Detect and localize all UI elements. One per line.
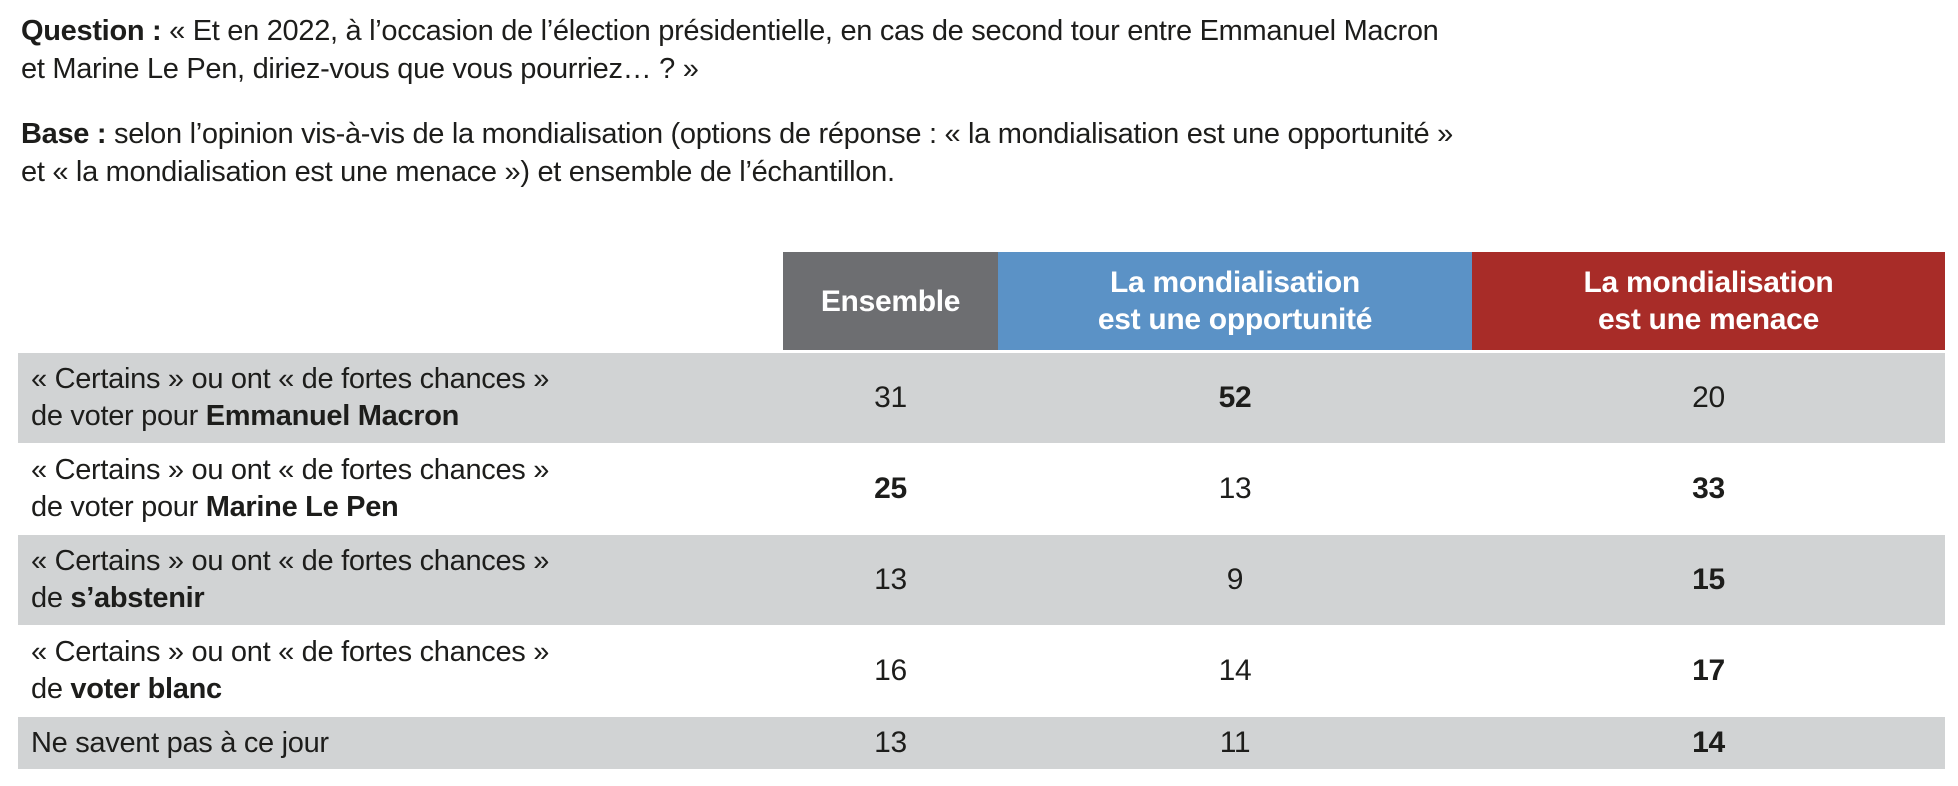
table-row-macron: « Certains » ou ont « de fortes chances …: [18, 353, 1945, 443]
table-row-lepen: « Certains » ou ont « de fortes chances …: [18, 443, 1945, 535]
row-label-line1: « Certains » ou ont « de fortes chances …: [31, 636, 550, 668]
value-cell-opportunite: 14: [1218, 654, 1252, 687]
value-cell-ensemble: 31: [874, 381, 907, 414]
header-opportunite-line1: La mondialisation: [1110, 266, 1360, 299]
value-cell-opportunite: 13: [1218, 472, 1252, 505]
header-cell-opportunite: La mondialisation est une opportunité: [998, 252, 1472, 350]
value-cell-menace: 20: [1692, 381, 1725, 414]
header-cell-empty: [18, 252, 783, 350]
header-ensemble-label: Ensemble: [820, 284, 961, 318]
row-label-lepen: « Certains » ou ont « de fortes chances …: [18, 443, 783, 535]
value-cell-menace: 17: [1692, 654, 1725, 687]
row-label-line2: de voter blanc: [31, 673, 222, 705]
question-line2: et Marine Le Pen, diriez-vous que vous p…: [21, 53, 699, 85]
value-cell-menace: 33: [1692, 472, 1725, 505]
value-cell-opportunite: 52: [1218, 381, 1252, 414]
question-line1: « Et en 2022, à l’occasion de l’élection…: [169, 15, 1439, 47]
value-cell-ensemble: 13: [874, 563, 907, 596]
row-label-ne-savent-pas: Ne savent pas à ce jour: [18, 717, 783, 769]
value-cell-menace: 14: [1692, 726, 1725, 759]
header-spacer: [18, 350, 1945, 353]
survey-table: Ensemble La mondialisation est une oppor…: [18, 252, 1945, 769]
question-text: Question : « Et en 2022, à l’occasion de…: [21, 12, 1958, 88]
row-label-line1: Ne savent pas à ce jour: [31, 726, 329, 759]
header-cell-menace: La mondialisation est une menace: [1472, 252, 1945, 350]
table-row-ne-savent-pas: Ne savent pas à ce jour 13 11 14: [18, 717, 1945, 769]
value-cell-menace: 15: [1692, 563, 1725, 596]
base-line2: et « la mondialisation est une menace »)…: [21, 156, 895, 188]
header-cell-ensemble: Ensemble: [783, 252, 998, 350]
question-label: Question :: [21, 15, 162, 47]
row-label-line1: « Certains » ou ont « de fortes chances …: [31, 454, 550, 486]
row-label-macron: « Certains » ou ont « de fortes chances …: [18, 353, 783, 443]
row-label-line1: « Certains » ou ont « de fortes chances …: [31, 545, 550, 577]
row-label-line1: « Certains » ou ont « de fortes chances …: [31, 363, 550, 395]
row-label-line2: de voter pour Emmanuel Macron: [31, 400, 460, 432]
table-row-abstention: « Certains » ou ont « de fortes chances …: [18, 535, 1945, 625]
value-cell-ensemble: 25: [874, 472, 907, 505]
value-cell-opportunite: 9: [1226, 563, 1244, 596]
row-label-abstention: « Certains » ou ont « de fortes chances …: [18, 535, 783, 625]
base-text: Base : selon l’opinion vis-à-vis de la m…: [21, 115, 1958, 191]
header-menace-line2: est une menace: [1598, 303, 1819, 336]
value-cell-ensemble: 16: [874, 654, 907, 687]
base-label: Base :: [21, 118, 107, 150]
table-row-vote-blanc: « Certains » ou ont « de fortes chances …: [18, 625, 1945, 717]
row-label-line2: de voter pour Marine Le Pen: [31, 491, 399, 523]
row-label-vote-blanc: « Certains » ou ont « de fortes chances …: [18, 625, 783, 717]
value-cell-ensemble: 13: [874, 726, 907, 759]
header-opportunite-line2: est une opportunité: [1097, 303, 1373, 336]
base-line1: selon l’opinion vis-à-vis de la mondiali…: [114, 118, 1453, 150]
header-menace-line1: La mondialisation: [1583, 266, 1834, 299]
value-cell-opportunite: 11: [1219, 726, 1251, 759]
row-label-line2: de s’abstenir: [31, 582, 205, 614]
intro-block: Question : « Et en 2022, à l’occasion de…: [0, 0, 1958, 191]
table-header-row: Ensemble La mondialisation est une oppor…: [18, 252, 1945, 350]
